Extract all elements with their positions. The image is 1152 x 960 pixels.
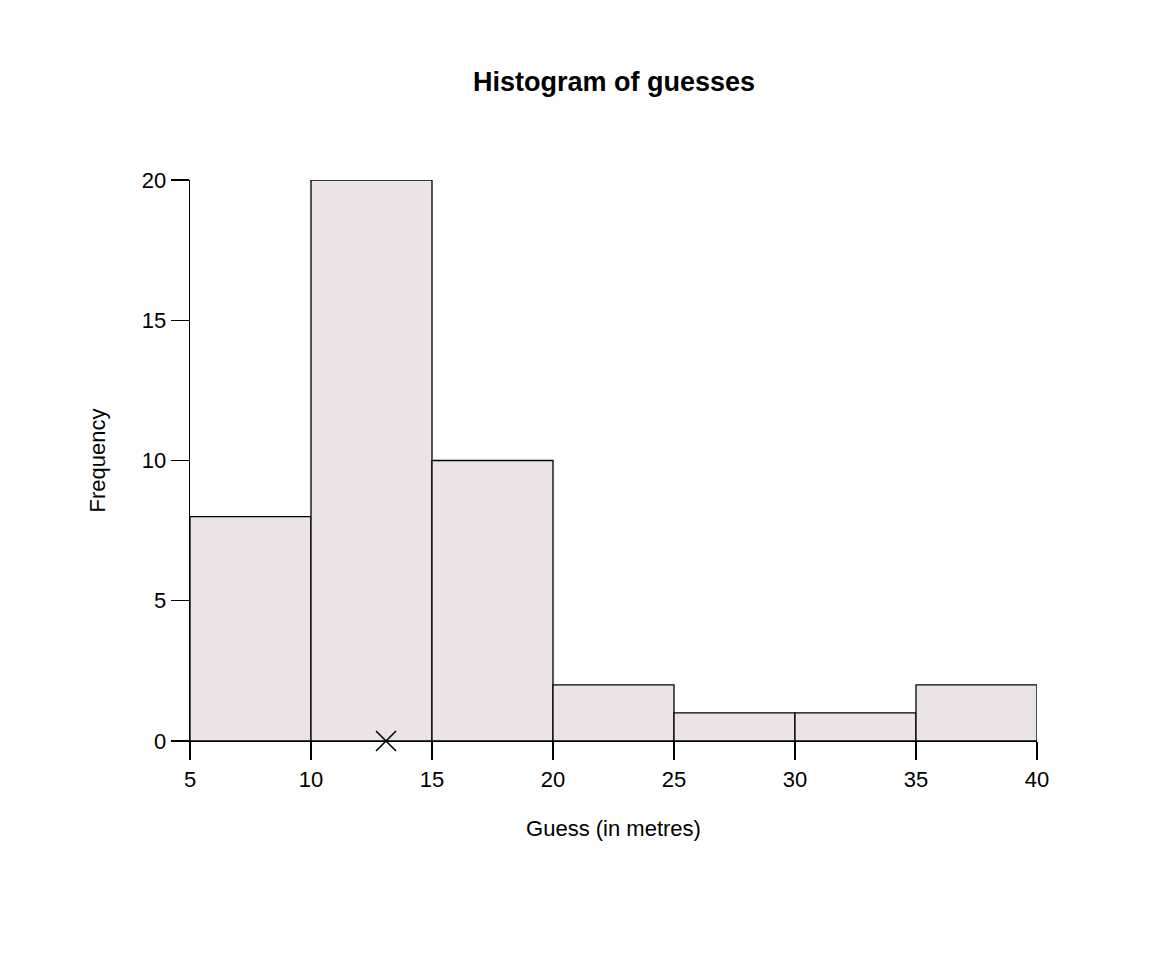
svg-text:5: 5 [154, 588, 166, 613]
svg-text:Frequency: Frequency [85, 409, 110, 513]
svg-text:Guess (in metres): Guess (in metres) [526, 816, 701, 841]
svg-text:15: 15 [142, 308, 166, 333]
svg-text:40: 40 [1025, 767, 1049, 792]
svg-text:20: 20 [142, 168, 166, 193]
svg-text:0: 0 [154, 729, 166, 754]
svg-text:10: 10 [142, 448, 166, 473]
svg-text:5: 5 [184, 767, 196, 792]
svg-text:10: 10 [299, 767, 323, 792]
svg-text:35: 35 [904, 767, 928, 792]
svg-text:30: 30 [783, 767, 807, 792]
svg-text:20: 20 [541, 767, 565, 792]
svg-text:25: 25 [662, 767, 686, 792]
svg-text:15: 15 [420, 767, 444, 792]
svg-text:Histogram of guesses: Histogram of guesses [473, 67, 755, 97]
